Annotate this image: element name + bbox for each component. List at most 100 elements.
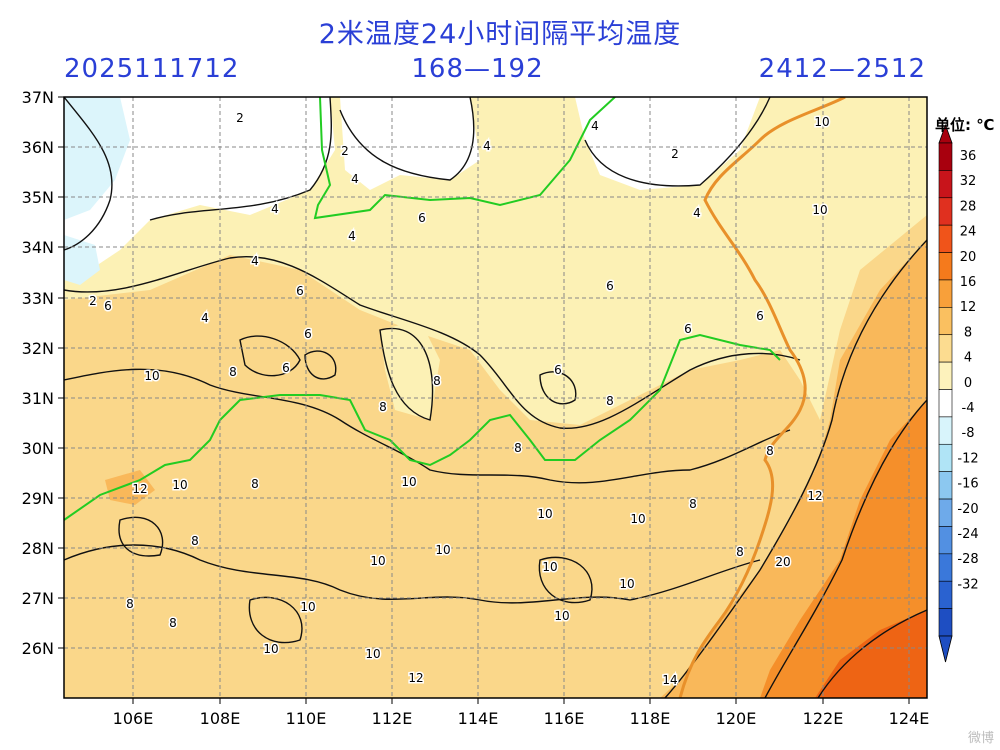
contour-label: 8: [736, 545, 744, 559]
contour-label: 4: [483, 139, 491, 153]
colorbar-swatch: [938, 471, 953, 500]
contour-label: 6: [606, 279, 614, 293]
colorbar-label: 0: [964, 376, 972, 391]
lat-label: 33N: [22, 289, 54, 308]
lat-label: 37N: [22, 88, 54, 107]
colorbar-swatch: [938, 608, 953, 637]
lat-label: 29N: [22, 489, 54, 508]
colorbar: 36 32 28 24 20 16 12 8 4 0 -4 -8 -12 -16 -20 -24 -28 -32: [938, 123, 979, 663]
watermark: 微博: [967, 731, 994, 746]
contour-label: 10: [619, 577, 634, 591]
colorbar-min-arrow: [938, 635, 953, 663]
contour-label: 2: [236, 111, 244, 125]
colorbar-label: -4: [962, 401, 975, 416]
axis-ticks: [58, 96, 910, 704]
contour-label: 12: [132, 482, 147, 496]
lon-label: 122E: [803, 709, 844, 728]
contour-label: 8: [514, 441, 522, 455]
contour-label: 10: [630, 512, 645, 526]
colorbar-swatch: [938, 224, 953, 253]
graticule: [64, 97, 927, 698]
contour-label: 10: [401, 475, 416, 489]
colorbar-label: -20: [957, 502, 978, 517]
lon-label: 112E: [372, 709, 413, 728]
colorbar-label: -32: [957, 577, 978, 592]
contour-label: 6: [296, 284, 304, 298]
coastline: [678, 97, 846, 698]
band-20-24: [815, 610, 927, 698]
lon-label: 106E: [113, 709, 154, 728]
contour-label: 6: [282, 361, 290, 375]
colorbar-label: 4: [964, 351, 972, 366]
colorbar-label: 24: [960, 225, 977, 240]
colorbar-swatch: [938, 252, 953, 281]
contour-label: 10: [300, 600, 315, 614]
contour-label: 6: [554, 363, 562, 377]
contour-label: 4: [201, 311, 209, 325]
colorbar-swatch: [938, 389, 953, 418]
contour-label: 12: [408, 671, 423, 685]
init-time-label: 2025111712: [64, 54, 240, 84]
contour-label: 8: [766, 444, 774, 458]
contour-label: 10: [263, 642, 278, 656]
lon-label: 110E: [286, 709, 327, 728]
lon-label: 118E: [630, 709, 671, 728]
contour-label: 4: [271, 202, 279, 216]
colorbar-swatch: [938, 307, 953, 336]
band-0-4-north: [575, 97, 760, 190]
contour-label: 10: [144, 369, 159, 383]
band-16-20: [760, 400, 927, 698]
forecast-hours-label: 168—192: [411, 54, 544, 84]
colorbar-label: -8: [962, 426, 975, 441]
colorbar-label: 32: [960, 174, 977, 189]
contour-label: 8: [126, 597, 134, 611]
contour-label: 4: [348, 229, 356, 243]
band-neg4-0: [64, 97, 130, 220]
lon-label: 116E: [544, 709, 585, 728]
contour-label: 8: [169, 616, 177, 630]
contour-label: 4: [693, 206, 701, 220]
isotherms: [64, 97, 927, 698]
valid-range-label: 2412—2512: [758, 54, 926, 84]
contour-label: 20: [775, 555, 790, 569]
colorbar-swatch: [938, 361, 953, 390]
colorbar-swatch: [938, 197, 953, 226]
contour-label: 8: [689, 497, 697, 511]
colorbar-swatch: [938, 498, 953, 527]
contour-label: 8: [606, 394, 614, 408]
colorbar-swatch: [938, 580, 953, 609]
lat-label: 28N: [22, 539, 54, 558]
contour-label: 8: [379, 400, 387, 414]
colorbar-swatch: [938, 526, 953, 555]
colorbar-label: 36: [960, 149, 977, 164]
contour-labels: 22 22444444446666666668888888888881010101…: [88, 110, 831, 689]
contour-label: 10: [812, 203, 827, 217]
colorbar-label: 8: [964, 325, 972, 340]
contour-label: 12: [807, 489, 822, 503]
lon-label: 108E: [200, 709, 241, 728]
contour-label: 4: [591, 119, 599, 133]
contour-label: 10: [365, 647, 380, 661]
contour-label: 6: [756, 309, 764, 323]
colorbar-label: -28: [957, 552, 978, 567]
lat-label: 27N: [22, 589, 54, 608]
contour-label: 10: [370, 554, 385, 568]
colorbar-swatch: [938, 553, 953, 582]
contour-label: 2: [89, 294, 97, 308]
lon-label: 120E: [716, 709, 757, 728]
contour-label: 10: [542, 560, 557, 574]
lat-label: 31N: [22, 389, 54, 408]
contour-label: 10: [537, 507, 552, 521]
colorbar-label: 16: [960, 275, 977, 290]
contour-label: 8: [229, 365, 237, 379]
lon-label: 124E: [889, 709, 930, 728]
colorbar-swatch: [938, 142, 953, 171]
colorbar-swatch: [938, 443, 953, 472]
contour-label: 8: [251, 477, 259, 491]
colorbar-label: 28: [960, 199, 977, 214]
colorbar-swatch: [938, 334, 953, 363]
contour-label: 8: [433, 374, 441, 388]
contour-label: 6: [104, 299, 112, 313]
lat-label: 32N: [22, 339, 54, 358]
